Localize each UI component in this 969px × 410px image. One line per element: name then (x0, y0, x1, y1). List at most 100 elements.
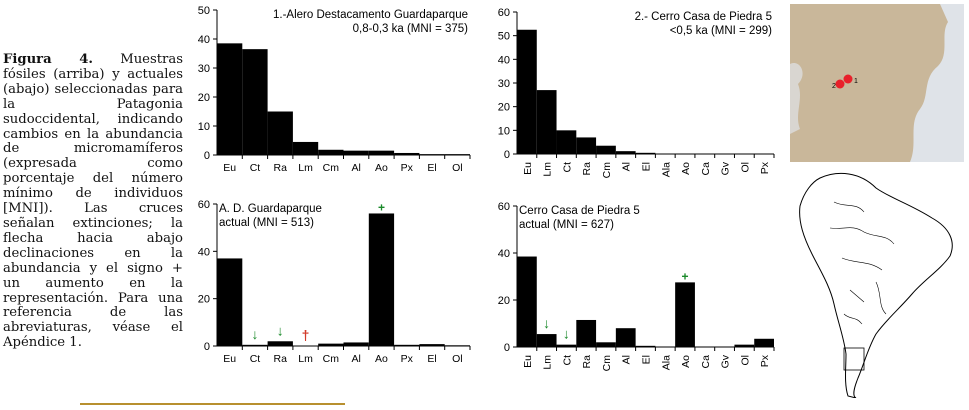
category-label: Lm (298, 162, 313, 174)
category-label: Ca (700, 355, 712, 369)
bar-eu (517, 29, 537, 154)
bar-lm (536, 90, 557, 154)
category-label: Al (621, 162, 633, 171)
marker-plus-ao: + (378, 200, 385, 214)
bar-eu (217, 258, 243, 346)
bar-el (419, 154, 445, 155)
site-marker-2 (835, 79, 845, 89)
bar-el (419, 344, 445, 346)
category-label: Cm (601, 162, 613, 179)
bar-cm (318, 343, 344, 346)
category-label: Eu (522, 355, 534, 368)
bar-eu (517, 256, 537, 347)
category-label: Ao (375, 162, 388, 174)
chart-title: A. D. Guardaparque (219, 203, 322, 215)
y-tick-label: 20 (498, 295, 510, 307)
study-area-box (843, 347, 865, 371)
category-label: Al (351, 162, 360, 174)
bar-ct (242, 344, 268, 346)
category-label: Ra (581, 162, 593, 176)
category-label: Ala (660, 355, 672, 370)
chart-title: 1.-Alero Destacamento Guardaparque (273, 9, 468, 21)
category-label: Px (401, 162, 414, 174)
bar-cm (596, 145, 616, 154)
caption-label: Figura 4. (3, 52, 94, 67)
category-label: Lm (542, 355, 554, 370)
bar-ra (576, 319, 597, 347)
category-label: Ct (250, 353, 261, 365)
category-label: Al (621, 355, 633, 364)
bar-ra (576, 137, 597, 154)
bar-px (394, 344, 420, 346)
marker-arrow-ct: ↓ (563, 326, 570, 342)
bar-cm (596, 342, 616, 347)
category-label: El (427, 162, 436, 174)
bar-al (343, 150, 369, 155)
category-label: Eu (223, 162, 236, 174)
category-label: Lm (542, 162, 554, 177)
category-label: Ol (739, 162, 751, 173)
map-lake (790, 63, 803, 134)
bar-ra (267, 111, 293, 155)
y-tick-label: 40 (198, 34, 210, 46)
category-label: Ct (561, 355, 573, 366)
category-label: Px (759, 161, 771, 174)
chart-cerro-actual: 0 20 40 60 Eu Lm Ct Ra Cm Al El Ala Ao Ca Gv Ol Px ↓ ↓ + Cer… (498, 201, 775, 372)
category-label: El (641, 162, 653, 171)
y-tick-label: 60 (498, 7, 510, 19)
y-tick-label: 60 (498, 201, 510, 213)
bar-al (615, 328, 636, 347)
category-label: Ol (452, 162, 463, 174)
bar-px (394, 152, 420, 155)
chart-subtitle: actual (MNI = 627) (519, 219, 614, 231)
chart-subtitle: <0,5 ka (MNI = 299) (670, 25, 772, 37)
chart-title: Cerro Casa de Piedra 5 (519, 205, 640, 217)
category-label: Ao (375, 353, 388, 365)
category-label: Px (401, 353, 414, 365)
bar-ra (267, 341, 293, 346)
bar-ao (368, 150, 395, 155)
y-tick-label: 30 (498, 78, 510, 90)
marker-plus-ao: + (682, 269, 689, 283)
chart-cerro-fossil: 0 10 20 30 40 50 60 Eu Lm Ct Ra Cm Al El Ala Ao Ca Gv Ol Px… (498, 7, 775, 179)
chart-title: 2.- Cerro Casa de Piedra 5 (635, 11, 772, 23)
category-label: Ol (739, 355, 751, 366)
south-america-map (799, 172, 953, 398)
bar-ol (734, 344, 755, 347)
category-label: Gv (720, 354, 732, 368)
marker-cross-lm: † (302, 327, 310, 343)
category-label: Ala (660, 162, 672, 177)
marker-arrow-lm: ↓ (543, 315, 550, 331)
bar-ol (444, 154, 470, 155)
category-label: Cm (601, 355, 613, 372)
y-tick-label: 10 (498, 125, 510, 137)
category-label: El (641, 355, 653, 364)
bar-px (754, 338, 774, 347)
chart-alero-fossil: 0 10 20 30 40 50 Eu Ct Ra Lm Cm Al Ao Px El Ol 1.-Alero … (198, 5, 471, 174)
y-tick-label: 0 (504, 149, 510, 161)
y-tick-label: 40 (198, 246, 210, 258)
country-borders (829, 201, 895, 325)
category-label: Ct (250, 162, 261, 174)
bar-ct (556, 130, 577, 154)
chart-alero-actual: 0 20 40 60 Eu Ct Ra Lm Cm Al Ao Px El Ol ↓ ↓ † + A. D. Gua… (198, 199, 471, 365)
bar-ct (242, 49, 268, 155)
category-label: Cm (323, 162, 340, 174)
y-tick-label: 40 (498, 54, 510, 66)
caption-divider (80, 403, 345, 405)
bar-el (635, 345, 656, 347)
category-label: Ra (274, 162, 288, 174)
category-label: Ca (700, 162, 712, 176)
category-label: Eu (522, 162, 534, 175)
marker-arrow-ra: ↓ (277, 322, 284, 338)
category-label: Ct (561, 162, 573, 173)
category-label: Ol (452, 353, 463, 365)
bar-cm (318, 149, 344, 155)
category-label: Px (759, 354, 771, 367)
bar-ao (675, 282, 695, 347)
y-tick-label: 20 (498, 102, 510, 114)
bar-ao (368, 213, 395, 346)
regional-map: 2 1 (790, 4, 964, 162)
y-tick-label: 0 (204, 341, 210, 353)
chart-subtitle: 0,8-0,3 ka (MNI = 375) (353, 23, 469, 35)
